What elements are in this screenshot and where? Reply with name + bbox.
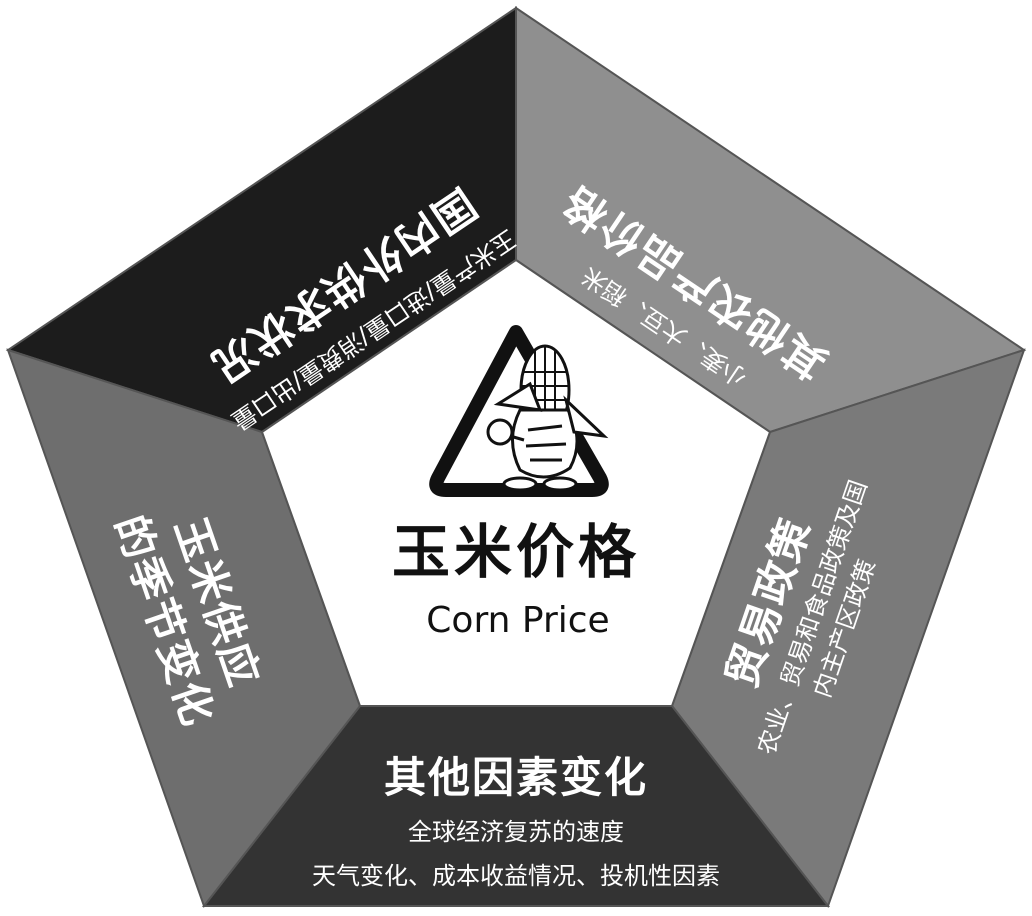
segment-bottom-sub1: 全球经济复苏的速度	[408, 818, 624, 846]
corn-mascot-icon	[429, 325, 609, 497]
segment-bottom-sub2: 天气变化、成本收益情况、投机性因素	[312, 862, 720, 890]
segment-bottom: 其他因素变化 全球经济复苏的速度 天气变化、成本收益情况、投机性因素	[312, 753, 720, 890]
segment-bottom-title: 其他因素变化	[384, 753, 648, 802]
center-title-cn: 玉米价格	[392, 518, 640, 586]
center-title-en: Corn Price	[426, 600, 609, 641]
